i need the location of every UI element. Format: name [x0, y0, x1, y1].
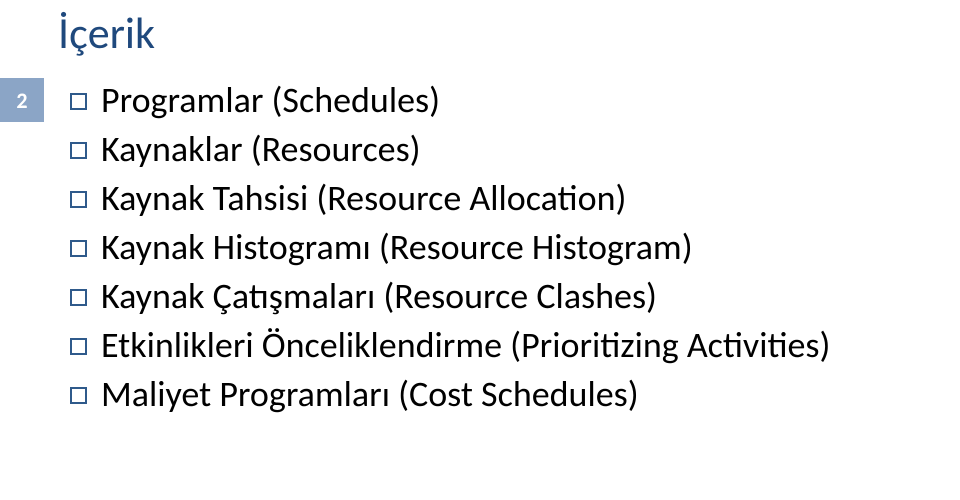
list-item: Kaynak Tahsisi (Resource Allocation) — [70, 176, 930, 221]
list-item: Kaynak Çatışmaları (Resource Clashes) — [70, 274, 930, 319]
slide-title: İçerik — [58, 6, 155, 60]
list-item-text: Kaynak Histogramı (Resource Histogram) — [101, 225, 693, 270]
content-list: Programlar (Schedules) Kaynaklar (Resour… — [70, 78, 930, 421]
list-item-text: Etkinlikleri Önceliklendirme (Prioritizi… — [101, 323, 830, 368]
list-item-text: Kaynak Çatışmaları (Resource Clashes) — [101, 274, 657, 319]
list-item-text: Kaynak Tahsisi (Resource Allocation) — [101, 176, 626, 221]
list-item-text: Maliyet Programları (Cost Schedules) — [101, 372, 639, 417]
slide: İçerik 2 Programlar (Schedules) Kaynakla… — [0, 0, 960, 500]
list-item-text: Kaynaklar (Resources) — [101, 127, 421, 172]
page-number-badge: 2 — [0, 78, 44, 122]
bullet-icon — [70, 289, 87, 306]
bullet-icon — [70, 338, 87, 355]
bullet-icon — [70, 191, 87, 208]
bullet-icon — [70, 142, 87, 159]
bullet-icon — [70, 93, 87, 110]
bullet-icon — [70, 240, 87, 257]
list-item: Maliyet Programları (Cost Schedules) — [70, 372, 930, 417]
list-item: Kaynaklar (Resources) — [70, 127, 930, 172]
bullet-icon — [70, 387, 87, 404]
list-item-text: Programlar (Schedules) — [101, 78, 440, 123]
list-item: Etkinlikleri Önceliklendirme (Prioritizi… — [70, 323, 930, 368]
list-item: Kaynak Histogramı (Resource Histogram) — [70, 225, 930, 270]
list-item: Programlar (Schedules) — [70, 78, 930, 123]
